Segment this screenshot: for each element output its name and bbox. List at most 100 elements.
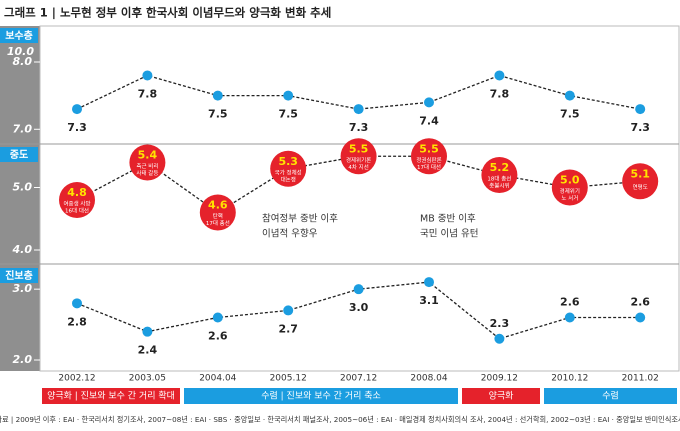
x-tick-label: 2007.12 [340, 374, 377, 384]
point [411, 138, 447, 175]
value-label: 5.5 [419, 142, 439, 155]
point [635, 104, 646, 115]
event-label: 4차 지선 [348, 163, 368, 171]
phase-bar [544, 388, 677, 404]
event-label: 정권심판론 [416, 156, 441, 164]
y-tick-label: 5.0 [13, 181, 33, 194]
x-tick-label: 2011.02 [622, 374, 659, 384]
point [270, 150, 307, 187]
point [212, 90, 223, 101]
phase-label: 수렴 | 진보와 보수 간 거리 축소 [261, 390, 381, 402]
x-tick-label: 2002.12 [58, 374, 95, 384]
x-tick-label: 2005.12 [270, 374, 307, 384]
value-label: 5.3 [278, 155, 298, 168]
point [199, 194, 236, 231]
x-tick-label: 2003.05 [129, 374, 166, 384]
phase-bar [42, 388, 180, 404]
panel-header [0, 28, 38, 43]
panel-header [0, 268, 38, 283]
point [129, 144, 166, 181]
event-label: 대논쟁 [281, 175, 296, 183]
panel-name: 중도 [10, 149, 28, 161]
annotation: 국민 이념 유턴 [420, 229, 478, 240]
point [635, 312, 646, 323]
value-label: 2.6 [208, 330, 228, 343]
x-tick-label: 2010.12 [551, 374, 588, 384]
y-tick-label: 7.0 [13, 122, 33, 135]
event-label: 국가 정체성 [275, 168, 302, 176]
value-label: 4.8 [67, 186, 87, 199]
value-label: 4.6 [208, 199, 228, 212]
y-tick-label: 2.0 [13, 353, 33, 366]
point [424, 97, 434, 108]
value-label: 5.0 [560, 174, 580, 187]
value-label: 2.6 [560, 296, 580, 309]
point [212, 312, 223, 323]
event-label: 노 서거 [561, 194, 578, 202]
value-label: 7.5 [560, 108, 580, 121]
phase-label: 양극화 | 진보와 보수 간 거리 확대 [47, 390, 175, 402]
point [283, 90, 294, 101]
value-label: 7.4 [419, 114, 439, 127]
value-label: 7.3 [67, 121, 87, 134]
chart-title: 그래프 1 | 노무현 정부 이후 한국사회 이념무드와 양극화 변화 추세 [4, 6, 331, 20]
value-label: 5.5 [349, 142, 369, 155]
phase-label: 수렴 [602, 390, 619, 402]
source-note: 자료 | 2009년 이후 : EAI · 한국리서치 정기조사, 2007~0… [0, 415, 680, 424]
panel-name: 보수층 [5, 29, 33, 42]
value-label: 5.4 [138, 149, 158, 162]
value-label: 7.5 [208, 108, 228, 121]
event-label: 사태 갈등 [136, 169, 158, 177]
value-label: 5.2 [490, 161, 510, 174]
event-label: 연평도 [633, 183, 648, 191]
event-label: 16대 대선 [65, 207, 89, 215]
value-label: 2.4 [138, 344, 158, 357]
axis-break-label: 10.0 [7, 45, 34, 58]
point [481, 157, 518, 193]
annotation: 이념적 우향우 [262, 228, 318, 240]
point [564, 312, 575, 323]
value-label: 2.7 [278, 322, 298, 335]
point [551, 169, 588, 206]
point [72, 104, 82, 115]
event-label: 경제위기론 [346, 156, 371, 164]
point [622, 163, 659, 200]
phase-label: 양극화 [489, 391, 514, 402]
value-label: 7.5 [278, 108, 298, 121]
value-label: 2.6 [630, 296, 650, 309]
point [494, 70, 505, 81]
y-tick-label: 3.0 [13, 282, 33, 295]
point [353, 284, 364, 295]
x-tick-label: 2008.04 [410, 374, 447, 384]
value-label: 7.3 [630, 121, 650, 134]
point [353, 104, 364, 115]
point [72, 298, 82, 309]
point [494, 333, 505, 344]
event-label: 17대 총선 [206, 219, 230, 227]
point [59, 182, 95, 218]
y-axis-band [0, 26, 40, 371]
point [564, 90, 575, 101]
panel-name: 진보층 [5, 269, 33, 282]
point [142, 326, 153, 337]
x-tick-label: 2009.12 [481, 374, 518, 384]
event-label: 측근 비리 [136, 162, 158, 170]
event-label: 탄핵 [213, 212, 223, 220]
point [424, 277, 434, 288]
value-label: 7.3 [349, 121, 369, 134]
value-label: 7.8 [138, 87, 158, 100]
annotation: 참여정부 중반 이후 [262, 213, 338, 225]
event-label: 경제위기 [560, 187, 580, 195]
annotation: MB 중반 이후 [420, 214, 476, 225]
event-label: 18대 총선 [487, 175, 511, 183]
event-label: 17대 대선 [417, 163, 441, 171]
point [142, 70, 153, 81]
value-label: 3.0 [349, 301, 369, 314]
y-tick-label: 4.0 [12, 243, 33, 256]
panel-header [0, 147, 38, 162]
phase-bar [184, 388, 458, 404]
value-label: 2.3 [490, 317, 510, 330]
point [283, 305, 294, 316]
series-line [76, 74, 641, 110]
